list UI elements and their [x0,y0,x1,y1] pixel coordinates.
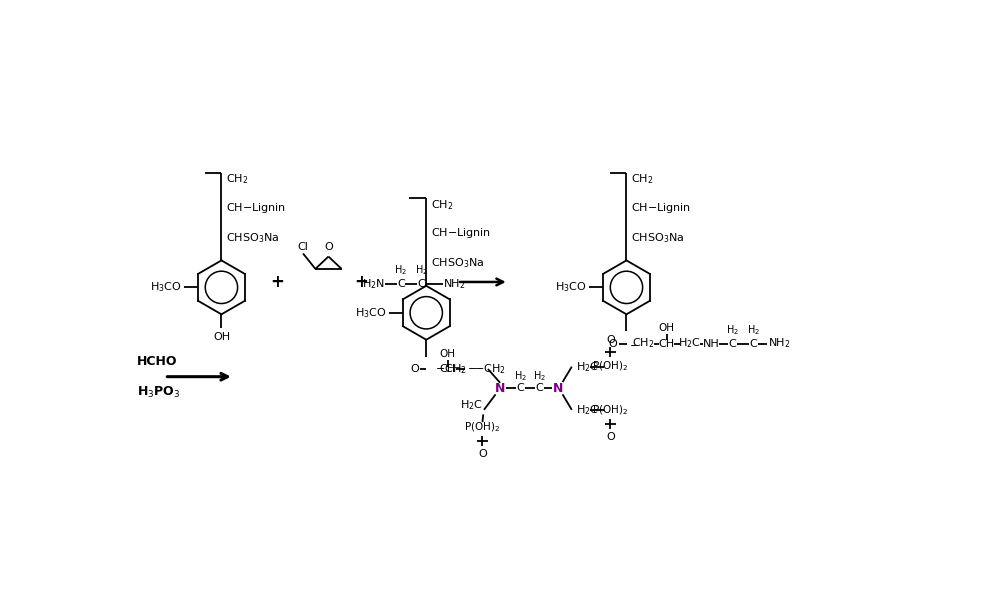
Text: $-$: $-$ [629,338,639,349]
Text: C: C [397,279,405,289]
Text: H$_3$PO$_3$: H$_3$PO$_3$ [137,385,180,399]
Text: +: + [355,273,369,291]
Text: HCHO: HCHO [137,355,177,368]
Text: $-$CH$_2$: $-$CH$_2$ [474,362,506,376]
Text: NH: NH [703,338,720,349]
Text: $-$CH$_2-$: $-$CH$_2-$ [435,362,478,376]
Text: +: + [270,273,284,291]
Text: C: C [729,338,737,349]
Text: CH: CH [440,364,456,374]
Text: O: O [608,338,617,349]
Text: H$_2$: H$_2$ [514,369,527,383]
Text: NH$_2$: NH$_2$ [443,277,465,291]
Text: H$_2$: H$_2$ [394,264,407,277]
Text: H$_2$: H$_2$ [533,369,546,383]
Text: OH: OH [658,323,674,333]
Text: OH: OH [213,332,230,343]
Text: C: C [516,383,524,393]
Text: H$_3$CO: H$_3$CO [150,280,182,294]
Text: C: C [750,338,757,349]
Text: O: O [324,242,333,252]
Text: NH$_2$: NH$_2$ [768,337,791,350]
Text: H$_2$C: H$_2$C [576,360,599,374]
Text: OH: OH [440,349,456,359]
Text: CH$-$Lignin: CH$-$Lignin [631,201,691,215]
Text: O: O [606,335,615,344]
Text: CH$_2$: CH$_2$ [631,173,653,187]
Text: CH$_2$: CH$_2$ [226,173,248,187]
Text: N: N [495,382,505,395]
Text: H$_2$C: H$_2$C [460,398,483,412]
Text: H$_2$: H$_2$ [726,323,739,337]
Text: H$_2$C: H$_2$C [678,337,701,350]
Text: H$_3$CO: H$_3$CO [555,280,587,294]
Text: CH$_2$: CH$_2$ [431,198,453,212]
Text: CH: CH [658,338,675,349]
Text: O: O [606,432,615,442]
Text: O: O [478,448,487,459]
Text: N: N [553,382,563,395]
Text: H$_3$CO: H$_3$CO [355,306,386,320]
Text: H$_2$C: H$_2$C [576,403,599,417]
Text: P(OH)$_2$: P(OH)$_2$ [464,420,501,434]
Text: P(OH)$_2$: P(OH)$_2$ [592,360,628,374]
Text: CHSO$_3$Na: CHSO$_3$Na [431,257,484,270]
Text: C: C [536,383,543,393]
Text: CH$-$Lignin: CH$-$Lignin [431,227,491,240]
Text: H$_2$: H$_2$ [747,323,760,337]
Text: H$_2$N: H$_2$N [362,277,385,291]
Text: CH$-$Lignin: CH$-$Lignin [226,201,286,215]
Text: CHSO$_3$Na: CHSO$_3$Na [631,231,685,245]
Text: Cl: Cl [298,242,308,252]
Text: P(OH)$_2$: P(OH)$_2$ [592,403,628,417]
Text: CH$_2$: CH$_2$ [632,337,655,350]
Text: CHSO$_3$Na: CHSO$_3$Na [226,231,280,245]
Text: O: O [410,364,419,374]
Text: H$_2$: H$_2$ [415,264,428,277]
Text: C: C [418,279,426,289]
